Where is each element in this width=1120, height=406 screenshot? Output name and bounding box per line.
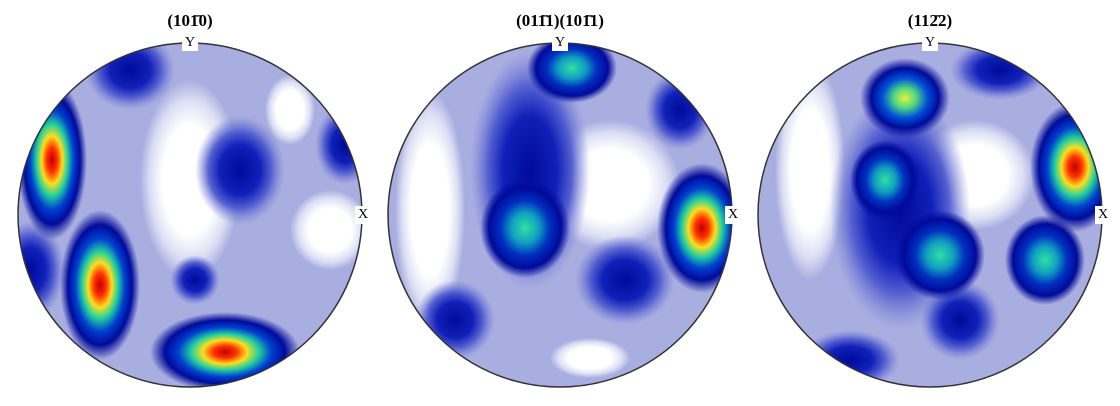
contour-blob xyxy=(290,190,362,270)
label-background xyxy=(922,35,938,51)
x-label: X xyxy=(358,207,368,222)
figure-title: (112̄2) xyxy=(908,11,952,30)
contour-blob xyxy=(527,43,617,103)
contour-blob xyxy=(645,70,715,150)
y-label: Y xyxy=(925,35,935,50)
contour-blob xyxy=(1005,215,1085,305)
contour-blob xyxy=(895,210,985,300)
contour-blob xyxy=(415,280,495,360)
contour-blob xyxy=(195,115,285,225)
label-background xyxy=(182,35,198,51)
y-label: Y xyxy=(185,35,195,50)
contour-blob xyxy=(775,60,845,280)
contour-blob xyxy=(657,163,732,293)
contour-blob xyxy=(480,178,570,278)
contour-map xyxy=(388,43,732,387)
contour-blob xyxy=(575,235,675,325)
contour-blob xyxy=(395,90,465,330)
contour-blob xyxy=(315,105,362,185)
label-background xyxy=(1095,206,1111,224)
contour-blob xyxy=(18,220,65,320)
x-label: X xyxy=(728,207,738,222)
contour-blob xyxy=(550,338,630,378)
contour-map xyxy=(18,43,362,387)
contour-blob xyxy=(950,43,1050,100)
figure-title: (101̄0) xyxy=(167,11,212,30)
y-label: Y xyxy=(555,35,565,50)
contour-map xyxy=(758,43,1102,387)
contour-blob xyxy=(850,140,920,220)
contour-blob xyxy=(860,58,950,138)
label-background xyxy=(552,35,568,51)
contour-blob xyxy=(150,312,300,387)
contour-blob xyxy=(60,210,140,360)
figure-title: (011̄1)(101̄1) xyxy=(516,11,604,30)
label-background xyxy=(725,206,741,224)
x-label: X xyxy=(1098,207,1108,222)
contour-blob xyxy=(265,75,315,145)
contour-blob xyxy=(170,255,220,305)
label-background xyxy=(355,206,371,224)
